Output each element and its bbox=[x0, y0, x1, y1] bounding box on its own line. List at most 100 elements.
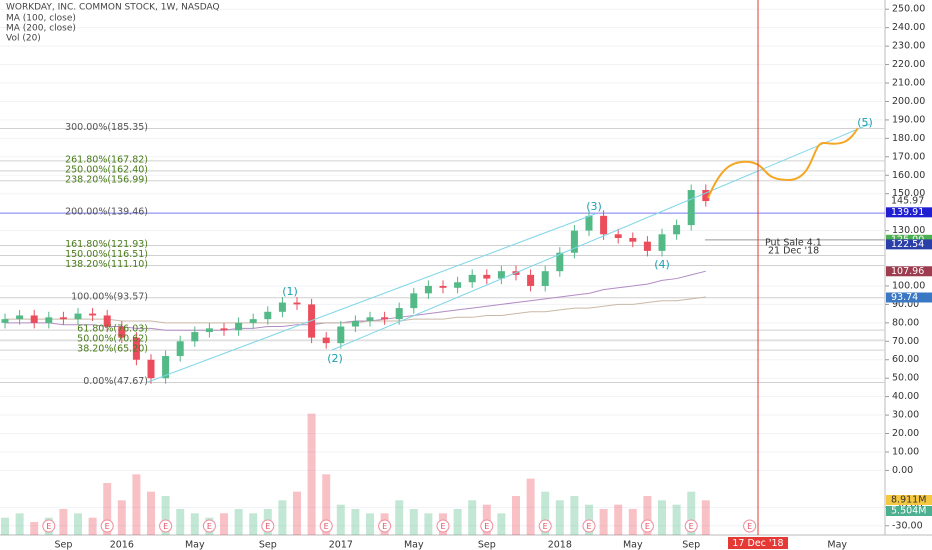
candle-body bbox=[30, 315, 38, 323]
volume-bar bbox=[497, 513, 506, 535]
volume-bar bbox=[628, 509, 637, 535]
volume-bar bbox=[701, 500, 710, 535]
volume-bar bbox=[176, 509, 185, 535]
y-tick-label: 90.00 bbox=[892, 299, 919, 310]
candle-body bbox=[351, 321, 359, 327]
candle-body bbox=[570, 230, 578, 253]
volume-bar bbox=[424, 513, 433, 535]
earnings-marker bbox=[202, 519, 216, 533]
candle-body bbox=[147, 359, 155, 379]
y-tick-label: 20.00 bbox=[892, 428, 919, 439]
candle-body bbox=[643, 241, 651, 251]
y-tick-label: 190.00 bbox=[892, 114, 925, 125]
candle-body bbox=[1, 319, 9, 323]
y-tick-label: 170.00 bbox=[892, 151, 925, 162]
y-tick-label: 220.00 bbox=[892, 59, 925, 70]
price-tag-label: 93.74 bbox=[891, 292, 918, 303]
candle-body bbox=[89, 313, 97, 316]
price-tag bbox=[886, 239, 932, 250]
candle-body bbox=[249, 319, 257, 323]
candle-body bbox=[541, 271, 549, 286]
wave-label: (3) bbox=[586, 200, 602, 213]
volume-bar bbox=[234, 509, 243, 535]
candle-body bbox=[585, 215, 593, 231]
x-tick-label: May bbox=[185, 540, 205, 550]
price-tag-label: 139.91 bbox=[891, 207, 924, 218]
y-tick-label: 40.00 bbox=[892, 391, 919, 402]
volume-bar bbox=[555, 500, 564, 535]
earnings-label: E bbox=[163, 522, 168, 531]
y-tick-label: 250.00 bbox=[892, 4, 925, 15]
volume-bar bbox=[59, 509, 68, 535]
volume-bar bbox=[278, 500, 287, 535]
volume-bar bbox=[658, 500, 666, 535]
candle-body bbox=[673, 225, 681, 235]
fib-label: 150.00%(116.51) bbox=[65, 249, 148, 260]
volume-bar bbox=[351, 509, 360, 535]
indicator-label: Vol (20) bbox=[6, 34, 41, 44]
projection-path bbox=[707, 127, 859, 199]
price-tag-label: 122.54 bbox=[891, 239, 924, 250]
y-tick-label: 100.00 bbox=[892, 280, 925, 291]
series-layer bbox=[1, 184, 710, 384]
indicator-label: MA (200, close) bbox=[6, 24, 76, 34]
volume-bar bbox=[15, 513, 24, 535]
y-tick-label: 160.00 bbox=[892, 170, 925, 181]
candle-body bbox=[614, 234, 622, 238]
earnings-label: E bbox=[207, 522, 212, 531]
volume-bar bbox=[409, 509, 418, 535]
candle-body bbox=[556, 252, 564, 272]
fib-label: 261.80%(167.82) bbox=[65, 154, 148, 165]
y-tick-label: 60.00 bbox=[892, 354, 919, 365]
candle-body bbox=[702, 190, 710, 202]
volume-bar bbox=[336, 504, 345, 535]
earnings-marker bbox=[436, 519, 450, 533]
earnings-label: E bbox=[265, 522, 270, 531]
y-tick-label: 10.00 bbox=[892, 446, 919, 457]
x-tick-label: Sep bbox=[682, 540, 700, 550]
candle-body bbox=[366, 317, 374, 321]
wave-label: (2) bbox=[327, 352, 343, 365]
wave-label: (4) bbox=[654, 258, 670, 271]
candle-body bbox=[45, 317, 53, 323]
earnings-label: E bbox=[46, 522, 51, 531]
x-tick-label: Sep bbox=[478, 540, 496, 550]
fib-label: 100.00%(93.57) bbox=[71, 291, 148, 302]
price-tag-label: 107.96 bbox=[891, 266, 924, 277]
earnings-label: E bbox=[105, 522, 110, 531]
y-tick-label: 80.00 bbox=[892, 317, 919, 328]
fib-label: 61.80%(76.03) bbox=[77, 324, 148, 335]
candle-body bbox=[162, 356, 170, 379]
y-tick-label: 70.00 bbox=[892, 336, 919, 347]
price-tag bbox=[886, 196, 932, 207]
candle-body bbox=[176, 341, 184, 357]
overlay-layer: 250.00 240.00 230.00 220.00 210.00 200.00 190.… bbox=[42, 4, 932, 550]
candle-body bbox=[59, 317, 67, 320]
y-tick-label: 200.00 bbox=[892, 96, 925, 107]
volume-tag bbox=[886, 495, 932, 505]
price-tag bbox=[886, 207, 932, 218]
volume-bar bbox=[322, 474, 331, 535]
price-tag-label: 145.97 bbox=[891, 196, 924, 207]
candle-body bbox=[600, 215, 608, 235]
y-tick-label: 180.00 bbox=[892, 133, 925, 144]
x-tick-label: Sep bbox=[259, 540, 277, 550]
earnings-label: E bbox=[324, 522, 329, 531]
volume-bar bbox=[30, 522, 39, 535]
price-tag bbox=[886, 292, 932, 303]
y-tick-label: 50.00 bbox=[892, 373, 919, 384]
candle-body bbox=[527, 274, 535, 286]
volume-bar bbox=[307, 413, 316, 535]
candle-body bbox=[16, 315, 24, 320]
volume-bar bbox=[672, 504, 681, 535]
y-tick-label: 230.00 bbox=[892, 41, 925, 52]
candle-body bbox=[278, 302, 286, 312]
earnings-marker bbox=[480, 519, 494, 533]
earnings-marker bbox=[684, 519, 698, 533]
x-tick-label: May bbox=[404, 540, 424, 550]
fib-label: 200.00%(139.46) bbox=[65, 207, 148, 218]
y-tick-label: -30.00 bbox=[892, 520, 923, 531]
volume-bar bbox=[88, 517, 97, 535]
candle-body bbox=[293, 302, 301, 305]
